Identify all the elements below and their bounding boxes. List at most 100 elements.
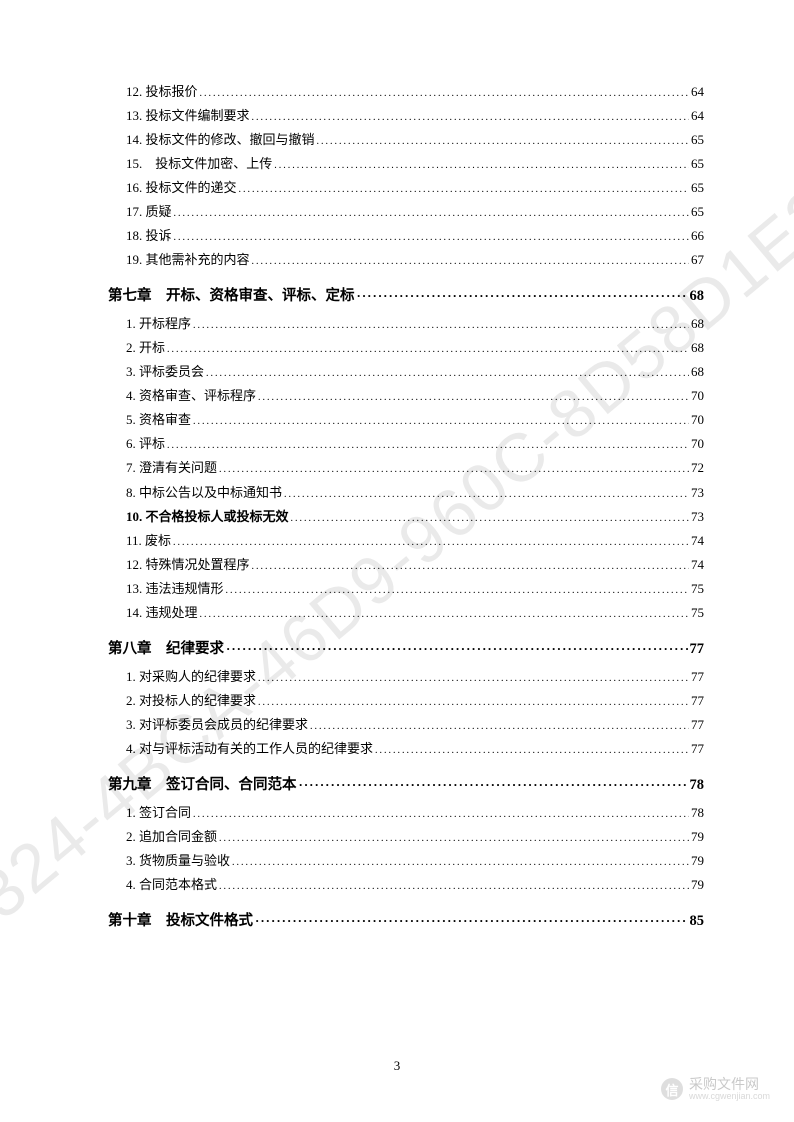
- toc-entry-page: 77: [691, 713, 704, 737]
- toc-sub-entry: 2. 追加合同金额 79: [108, 825, 704, 849]
- toc-entry-page: 68: [690, 283, 705, 310]
- toc-entry-page: 64: [691, 104, 704, 128]
- toc-entry-label: 3. 对评标委员会成员的纪律要求: [126, 713, 308, 737]
- toc-dots: [252, 104, 689, 128]
- toc-dots: [219, 456, 689, 480]
- toc-sub-entry: 14. 违规处理75: [108, 601, 704, 625]
- toc-dots: [252, 553, 689, 577]
- toc-dots: [317, 128, 689, 152]
- toc-dots: [167, 336, 689, 360]
- toc-sub-entry: 14. 投标文件的修改、撤回与撤销 65: [108, 128, 704, 152]
- toc-entry-page: 72: [691, 456, 704, 480]
- toc-sub-entry: 8. 中标公告以及中标通知书 73: [108, 481, 704, 505]
- toc-dots: [255, 908, 688, 935]
- toc-entry-label: 17. 质疑: [126, 200, 172, 224]
- toc-sub-entry: 3. 对评标委员会成员的纪律要求 77: [108, 713, 704, 737]
- toc-entry-label: 2. 追加合同金额: [126, 825, 217, 849]
- toc-sub-entry: 2. 对投标人的纪律要求 77: [108, 689, 704, 713]
- toc-entry-page: 79: [691, 873, 704, 897]
- toc-sub-entry: 1. 对采购人的纪律要求 77: [108, 665, 704, 689]
- toc-entry-page: 77: [691, 689, 704, 713]
- toc-entry-label: 4. 合同范本格式: [126, 873, 217, 897]
- toc-dots: [200, 601, 689, 625]
- footer-logo-icon: 信: [661, 1078, 683, 1100]
- toc-entry-label: 1. 开标程序: [126, 312, 191, 336]
- toc-entry-label: 10. 不合格投标人或投标无效: [126, 505, 289, 529]
- toc-entry-page: 65: [691, 200, 704, 224]
- toc-sub-entry: 16. 投标文件的递交 65: [108, 176, 704, 200]
- toc-entry-page: 65: [691, 176, 704, 200]
- toc-entry-page: 68: [691, 360, 704, 384]
- toc-sub-entry: 15. 投标文件加密、上传65: [108, 152, 704, 176]
- toc-entry-page: 78: [691, 801, 704, 825]
- toc-entry-page: 79: [691, 825, 704, 849]
- toc-entry-label: 3. 货物质量与验收: [126, 849, 230, 873]
- footer-site-name: 采购文件网: [689, 1077, 770, 1092]
- toc-entry-page: 75: [691, 601, 704, 625]
- toc-entry-label: 6. 评标: [126, 432, 165, 456]
- toc-entry-label: 3. 评标委员会: [126, 360, 204, 384]
- toc-entry-label: 8. 中标公告以及中标通知书: [126, 481, 282, 505]
- toc-sub-entry: 11. 废标74: [108, 529, 704, 553]
- toc-entry-page: 65: [691, 128, 704, 152]
- toc-sub-entry: 7. 澄清有关问题72: [108, 456, 704, 480]
- toc-entry-label: 第十章 投标文件格式: [108, 908, 253, 935]
- page-number: 3: [0, 1058, 794, 1074]
- toc-entry-page: 68: [691, 312, 704, 336]
- toc-entry-page: 65: [691, 152, 704, 176]
- toc-sub-entry: 1. 开标程序 68: [108, 312, 704, 336]
- toc-dots: [193, 312, 689, 336]
- toc-entry-label: 4. 对与评标活动有关的工作人员的纪律要求: [126, 737, 373, 761]
- toc-entry-label: 2. 对投标人的纪律要求: [126, 689, 256, 713]
- toc-entry-page: 73: [691, 481, 704, 505]
- toc-entry-label: 1. 对采购人的纪律要求: [126, 665, 256, 689]
- toc-sub-entry: 18. 投诉66: [108, 224, 704, 248]
- toc-dots: [291, 505, 689, 529]
- toc-entry-label: 第九章 签订合同、合同范本: [108, 772, 297, 799]
- toc-entry-label: 18. 投诉: [126, 224, 172, 248]
- toc-dots: [226, 636, 688, 663]
- footer-brand: 信 采购文件网 www.cgwenjian.com: [661, 1077, 770, 1102]
- toc-sub-entry: 4. 资格审查、评标程序70: [108, 384, 704, 408]
- toc-entry-page: 70: [691, 432, 704, 456]
- toc-sub-entry: 3. 货物质量与验收 79: [108, 849, 704, 873]
- toc-dots: [299, 772, 688, 799]
- toc-sub-entry: 12. 特殊情况处置程序74: [108, 553, 704, 577]
- toc-sub-entry: 5. 资格审查70: [108, 408, 704, 432]
- toc-entry-label: 13. 投标文件编制要求: [126, 104, 250, 128]
- toc-dots: [258, 665, 689, 689]
- toc-dots: [375, 737, 689, 761]
- toc-dots: [310, 713, 689, 737]
- toc-entry-page: 78: [690, 772, 705, 799]
- toc-entry-page: 77: [691, 665, 704, 689]
- toc-entry-label: 14. 投标文件的修改、撤回与撤销: [126, 128, 315, 152]
- toc-entry-page: 79: [691, 849, 704, 873]
- footer-site-url: www.cgwenjian.com: [689, 1092, 770, 1102]
- toc-sub-entry: 12. 投标报价64: [108, 80, 704, 104]
- toc-sub-entry: 10. 不合格投标人或投标无效 73: [108, 505, 704, 529]
- toc-entry-page: 77: [691, 737, 704, 761]
- toc-entry-page: 73: [691, 505, 704, 529]
- toc-entry-label: 11. 废标: [126, 529, 171, 553]
- toc-dots: [239, 176, 689, 200]
- toc-entry-label: 第七章 开标、资格审查、评标、定标: [108, 283, 355, 310]
- toc-dots: [174, 224, 689, 248]
- toc-dots: [173, 529, 689, 553]
- toc-chapter-entry: 第十章 投标文件格式 85: [108, 908, 704, 935]
- toc-entry-page: 85: [690, 908, 705, 935]
- toc-entry-label: 12. 特殊情况处置程序: [126, 553, 250, 577]
- toc-sub-entry: 17. 质疑 65: [108, 200, 704, 224]
- toc-dots: [226, 577, 689, 601]
- toc-sub-entry: 6. 评标 70: [108, 432, 704, 456]
- footer-text-block: 采购文件网 www.cgwenjian.com: [689, 1077, 770, 1102]
- toc-entry-label: 1. 签订合同: [126, 801, 191, 825]
- toc-entry-label: 16. 投标文件的递交: [126, 176, 237, 200]
- toc-sub-entry: 19. 其他需补充的内容67: [108, 248, 704, 272]
- toc-dots: [274, 152, 689, 176]
- toc-dots: [232, 849, 689, 873]
- toc-entry-label: 13. 违法违规情形: [126, 577, 224, 601]
- toc-entry-page: 67: [691, 248, 704, 272]
- toc-dots: [174, 200, 689, 224]
- toc-dots: [193, 801, 689, 825]
- toc-dots: [206, 360, 689, 384]
